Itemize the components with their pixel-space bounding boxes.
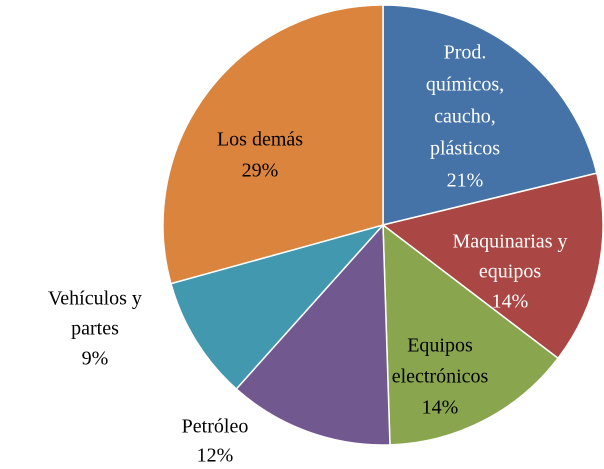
slice-label: Prod. <box>444 42 487 64</box>
pie-slice <box>382 223 560 446</box>
pie-slice <box>162 4 384 285</box>
slice-value-label: 12% <box>197 445 234 467</box>
slice-label: equipos <box>479 261 541 283</box>
slice-value-label: 21% <box>447 170 484 192</box>
pie-slice <box>381 172 604 360</box>
slice-label: químicos, <box>426 74 504 96</box>
pie-slice <box>235 223 391 446</box>
pie-slice <box>170 223 386 391</box>
slice-label: Equipos <box>407 335 473 357</box>
slice-value-label: 14% <box>422 397 459 419</box>
slice-label: Maquinarias y <box>453 231 568 253</box>
slice-label: Los demás <box>217 129 303 151</box>
slice-value-label: 14% <box>492 291 529 313</box>
pie-slice <box>382 4 598 226</box>
slice-value-label: 29% <box>242 160 279 182</box>
slice-label: caucho, <box>434 106 496 128</box>
slice-value-label: 9% <box>82 348 109 370</box>
slice-label: plásticos <box>430 138 500 160</box>
slice-label: Petróleo <box>182 416 249 438</box>
slice-label: Vehículos y <box>48 288 142 310</box>
slice-label: partes <box>71 318 119 340</box>
slice-label: electrónicos <box>392 366 489 388</box>
